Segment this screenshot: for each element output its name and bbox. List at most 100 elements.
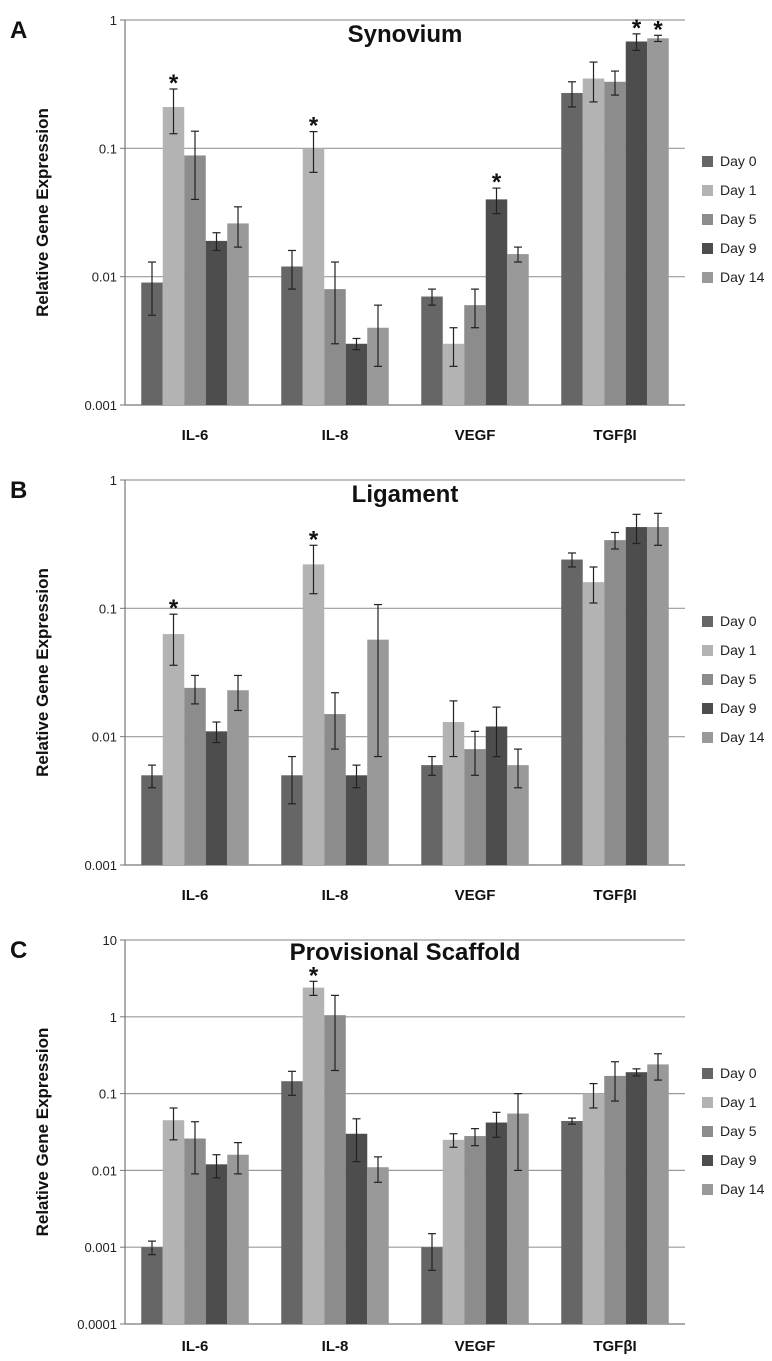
x-category-label: TGFβI: [593, 427, 636, 444]
bar: [184, 155, 206, 405]
bar: [205, 1164, 228, 1324]
bar: [324, 1015, 346, 1324]
bar: [507, 1113, 529, 1324]
bar: [604, 1075, 626, 1324]
y-tick-label: 1: [110, 1010, 117, 1025]
legend-label: Day 14: [720, 729, 765, 745]
bar: [205, 731, 228, 865]
significance-star: *: [309, 962, 319, 989]
chart-provisional-scaffold: 0.0001 0.001 0.01 0.1 1 10 Relative Gene Expre…: [10, 933, 765, 1355]
bar: [302, 987, 325, 1324]
bar: [345, 775, 368, 865]
bar: [141, 1247, 163, 1324]
x-category-label: IL-6: [182, 1338, 209, 1355]
significance-star: *: [492, 169, 502, 196]
chart-title: Provisional Scaffold: [290, 939, 521, 966]
x-category-label: TGFβI: [593, 887, 636, 904]
bar: [485, 1122, 508, 1324]
bar: [281, 1081, 303, 1324]
bar: [324, 289, 346, 405]
bar: [582, 1093, 605, 1324]
legend-label: Day 9: [720, 240, 757, 256]
bar: [464, 1136, 486, 1324]
legend-swatch: [702, 185, 713, 196]
x-category-label: IL-6: [182, 887, 209, 904]
chart-panel-ligament: 0.001 0.01 0.1 1 Relative Gene Expression B Li…: [0, 460, 772, 910]
bar: [184, 687, 206, 865]
legend-swatch: [702, 1126, 713, 1137]
bar: [561, 92, 583, 406]
bar: [421, 296, 443, 405]
bar: [442, 343, 465, 405]
legend-label: Day 14: [720, 1181, 765, 1197]
bar: [162, 634, 185, 865]
bar: [421, 765, 443, 865]
chart-synovium: 0.001 0.01 0.1 1 Relative Gene Expression A Sy…: [10, 13, 765, 444]
y-tick-label: 0.1: [99, 141, 117, 156]
bar: [582, 78, 605, 406]
bar: [647, 1064, 669, 1324]
bar: [485, 726, 508, 865]
y-tick-label: 0.01: [92, 1163, 117, 1178]
bar: [442, 722, 465, 865]
legend-label: Day 5: [720, 671, 757, 687]
significance-star: *: [169, 70, 179, 97]
bar: [485, 199, 508, 405]
bar: [604, 81, 626, 405]
legend-swatch: [702, 703, 713, 714]
bar: [442, 1139, 465, 1324]
legend-swatch: [702, 156, 713, 167]
y-tick-label: 0.1: [99, 1087, 117, 1102]
x-category-label: VEGF: [455, 887, 496, 904]
legend-swatch: [702, 214, 713, 225]
bar: [205, 240, 228, 405]
bar: [464, 305, 486, 405]
y-tick-label: 0.1: [99, 601, 117, 616]
legend-label: Day 14: [720, 269, 765, 285]
legend-label: Day 0: [720, 1065, 757, 1081]
bar: [227, 690, 249, 865]
legend-label: Day 9: [720, 1152, 757, 1168]
significance-star: *: [632, 15, 642, 42]
bar: [184, 1138, 206, 1324]
legend-label: Day 1: [720, 1094, 757, 1110]
y-tick-label: 0.001: [84, 1240, 117, 1255]
bar: [227, 1154, 249, 1324]
significance-star: *: [309, 526, 319, 553]
legend-swatch: [702, 674, 713, 685]
panel-letter: A: [10, 17, 27, 44]
bar: [625, 41, 648, 405]
bar: [281, 775, 303, 865]
x-category-label: IL-8: [322, 887, 349, 904]
significance-star: *: [169, 595, 179, 622]
bar: [647, 38, 669, 406]
bar: [604, 540, 626, 865]
legend-label: Day 5: [720, 211, 757, 227]
y-tick-label: 0.001: [84, 398, 117, 413]
bar: [324, 714, 346, 865]
legend-label: Day 0: [720, 613, 757, 629]
legend-label: Day 1: [720, 642, 757, 658]
chart-title: Synovium: [348, 21, 463, 48]
bar: [281, 266, 303, 405]
bar: [647, 527, 669, 865]
x-category-label: IL-8: [322, 427, 349, 444]
x-category-label: IL-8: [322, 1338, 349, 1355]
bar: [507, 254, 529, 405]
legend-swatch: [702, 616, 713, 627]
bar: [162, 106, 185, 405]
chart-ligament: 0.001 0.01 0.1 1 Relative Gene Expression B Li…: [10, 473, 765, 904]
legend-swatch: [702, 732, 713, 743]
bar: [345, 1133, 368, 1324]
legend-label: Day 0: [720, 153, 757, 169]
y-axis-label: Relative Gene Expression: [33, 108, 52, 317]
legend-swatch: [702, 1068, 713, 1079]
x-category-label: IL-6: [182, 427, 209, 444]
bar: [141, 775, 163, 865]
y-tick-label: 0.0001: [77, 1317, 117, 1332]
bar: [227, 223, 249, 405]
y-tick-label: 0.01: [92, 270, 117, 285]
chart-title: Ligament: [352, 481, 459, 508]
y-tick-label: 1: [110, 473, 117, 488]
panel-letter: B: [10, 477, 27, 504]
